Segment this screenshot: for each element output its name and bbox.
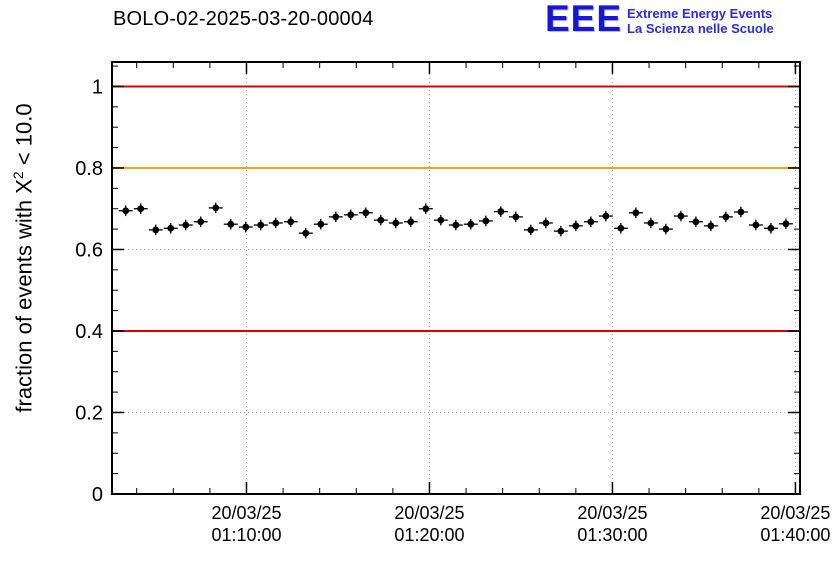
plot-frame: [111, 61, 801, 495]
data-point-marker: [362, 209, 370, 217]
data-point-marker: [392, 219, 400, 227]
data-point-marker: [512, 213, 520, 221]
data-point-marker: [557, 227, 565, 235]
data-point-marker: [317, 220, 325, 228]
eee-logo-line1: Extreme Energy Events: [627, 6, 773, 21]
data-point-marker: [617, 224, 625, 232]
x-tick-label-date: 20/03/25: [394, 503, 464, 523]
y-tick-label: 0.4: [75, 321, 103, 343]
data-point-marker: [167, 224, 175, 232]
x-tick-label-date: 20/03/25: [760, 503, 830, 523]
data-point-marker: [782, 220, 790, 228]
eee-logo-line2: La Scienza nelle Scuole: [627, 21, 774, 36]
data-point-marker: [302, 229, 310, 237]
data-point-marker: [497, 208, 505, 215]
y-tick-label: 0.6: [75, 239, 103, 261]
data-point-marker: [272, 219, 280, 227]
data-point-marker: [197, 218, 205, 226]
data-point-marker: [287, 218, 295, 226]
data-point-marker: [212, 204, 220, 212]
y-tick-label: 0.2: [75, 402, 103, 424]
data-point-marker: [137, 205, 145, 213]
data-point-marker: [572, 222, 580, 230]
x-tick-label-time: 01:40:00: [760, 525, 830, 545]
data-point-marker: [677, 212, 685, 220]
x-tick-label-time: 01:30:00: [577, 525, 647, 545]
data-point-marker: [737, 208, 745, 216]
data-point-marker: [407, 218, 415, 226]
data-point-marker: [182, 221, 190, 229]
eee-logo: EEE Extreme Energy Events La Scienza nel…: [545, 0, 774, 39]
x-tick-label-time: 01:20:00: [394, 525, 464, 545]
data-point-marker: [692, 218, 700, 226]
plot-title: BOLO-02-2025-03-20-00004: [113, 8, 374, 30]
data-point-marker: [647, 219, 655, 227]
data-point-marker: [662, 225, 670, 233]
data-point-marker: [587, 218, 595, 226]
data-point-marker: [767, 224, 775, 232]
data-point-marker: [467, 220, 475, 228]
y-tick-label: 0: [92, 484, 103, 506]
y-tick-label: 1: [92, 76, 103, 98]
data-point-marker: [422, 205, 430, 213]
data-point-marker: [257, 221, 265, 229]
data-point-marker: [332, 213, 340, 221]
data-point-marker: [482, 217, 490, 225]
x-tick-label-date: 20/03/25: [211, 503, 281, 523]
x-tick-label-time: 01:10:00: [211, 525, 281, 545]
data-point-marker: [527, 226, 535, 234]
data-point-marker: [122, 207, 130, 215]
data-point-marker: [707, 222, 715, 230]
data-point-marker: [347, 211, 355, 219]
data-point-marker: [602, 212, 610, 220]
data-point-marker: [227, 220, 235, 228]
eee-monogram: EEE: [545, 0, 623, 39]
data-point-marker: [242, 223, 250, 231]
y-tick-label: 0.8: [75, 158, 103, 180]
data-point-marker: [752, 221, 760, 229]
data-point-marker: [632, 209, 640, 217]
data-point-marker: [722, 213, 730, 221]
data-point-marker: [377, 216, 385, 224]
eee-logo-text: Extreme Energy Events La Scienza nelle S…: [627, 4, 774, 36]
data-point-marker: [152, 226, 160, 234]
data-point-marker: [437, 216, 445, 224]
data-point-marker: [542, 219, 550, 227]
data-point-marker: [452, 221, 460, 229]
x-tick-label-date: 20/03/25: [577, 503, 647, 523]
